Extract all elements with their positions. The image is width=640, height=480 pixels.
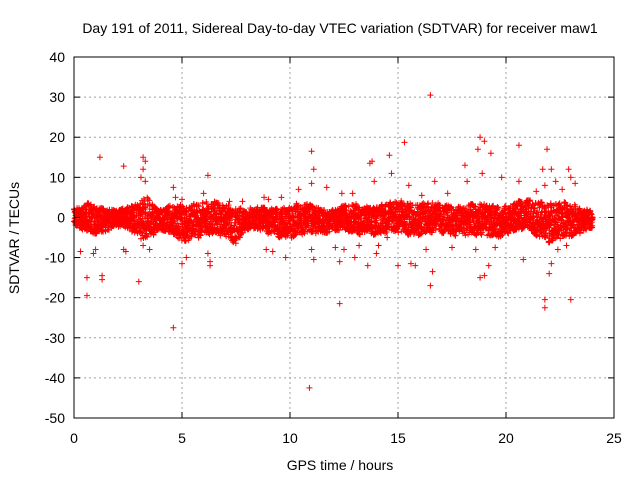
data-point — [231, 210, 238, 217]
x-tick-label: 10 — [282, 430, 298, 446]
x-axis-label: GPS time / hours — [287, 457, 394, 473]
y-tick-label: -20 — [45, 290, 65, 306]
data-point — [141, 198, 148, 205]
data-point — [142, 204, 149, 211]
data-point — [220, 204, 227, 211]
x-tick-label: 25 — [606, 430, 622, 446]
y-tick-label: 30 — [49, 89, 65, 105]
data-point — [144, 233, 151, 240]
data-point — [169, 222, 176, 229]
y-tick-label: 40 — [49, 49, 65, 65]
data-point — [233, 213, 240, 220]
y-tick-label: -10 — [45, 250, 65, 266]
data-point — [199, 199, 206, 206]
data-point — [268, 230, 275, 237]
data-point — [145, 196, 152, 203]
x-tick-label: 0 — [70, 430, 78, 446]
data-point — [237, 234, 244, 241]
x-tick-label: 5 — [178, 430, 186, 446]
data-point — [226, 217, 233, 224]
x-tick-label: 20 — [498, 430, 514, 446]
data-points — [71, 92, 596, 391]
data-point — [171, 218, 178, 225]
data-point — [146, 197, 153, 204]
data-point — [195, 203, 202, 210]
data-point — [225, 202, 232, 209]
y-tick-label: 10 — [49, 169, 65, 185]
data-point — [188, 233, 195, 240]
data-point — [166, 202, 173, 209]
chart-title: Day 191 of 2011, Sidereal Day-to-day VTE… — [82, 20, 598, 36]
data-point — [117, 211, 124, 218]
y-axis-label: SDTVAR / TECUs — [6, 182, 22, 294]
data-point — [174, 226, 181, 233]
data-point — [211, 224, 218, 231]
data-point — [274, 209, 281, 216]
y-tick-label: -50 — [45, 410, 65, 426]
x-tick-label: 15 — [390, 430, 406, 446]
data-point — [195, 202, 202, 209]
y-tick-label: -40 — [45, 370, 65, 386]
y-tick-label: 20 — [49, 129, 65, 145]
data-point — [142, 233, 149, 240]
y-tick-label: 0 — [57, 209, 65, 225]
data-point — [232, 240, 239, 247]
data-point — [190, 200, 197, 207]
data-point — [279, 214, 286, 221]
data-point — [272, 222, 279, 229]
data-point — [175, 223, 182, 230]
data-point — [99, 205, 106, 212]
data-point — [144, 215, 151, 222]
y-tick-label: -30 — [45, 330, 65, 346]
data-point — [82, 206, 89, 213]
